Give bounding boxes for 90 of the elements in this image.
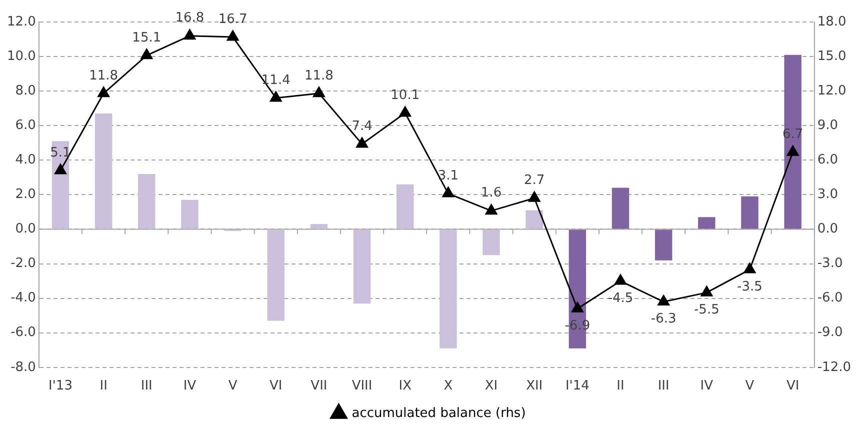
bar: [526, 210, 543, 229]
x-tick-label: XI: [484, 378, 498, 394]
bar: [741, 196, 758, 229]
data-label: 16.7: [218, 12, 248, 27]
y2-tick-label: -3.0: [817, 256, 843, 272]
point: [442, 186, 454, 198]
bar: [784, 54, 802, 229]
point: [184, 29, 196, 40]
y-tick-label: 8.0: [15, 83, 36, 98]
x-tick-label: I'13: [48, 378, 72, 394]
data-label: 5.1: [50, 145, 71, 160]
y2-tick-label: -9.0: [817, 325, 843, 340]
bar: [654, 230, 672, 260]
data-label: 16.8: [175, 10, 204, 26]
point: [700, 286, 713, 296]
data-label: -3.5: [737, 279, 762, 294]
point: [54, 164, 66, 174]
point: [270, 91, 282, 102]
point: [571, 302, 584, 312]
data-label: 15.1: [132, 30, 162, 46]
data-label: 7.4: [352, 118, 372, 134]
point: [744, 262, 756, 274]
x-tick-label: II: [100, 378, 108, 394]
y2-tick-label: -12.0: [817, 360, 852, 375]
x-tick-label: IX: [398, 378, 412, 394]
point: [356, 137, 368, 148]
y-tick-label: -4.0: [10, 290, 36, 306]
bar: [482, 230, 500, 256]
x-tick-label: IV: [700, 378, 714, 394]
y-tick-label: 6.0: [15, 118, 36, 133]
y-tick-label: -6.0: [10, 325, 36, 340]
data-label: 2.7: [524, 173, 545, 188]
bar: [353, 230, 371, 304]
x-tick-label: III: [658, 378, 670, 394]
data-label: 11.8: [89, 68, 118, 84]
y-tick-label: 4.0: [15, 152, 36, 168]
y-tick-label: -8.0: [10, 360, 36, 375]
data-label: 10.1: [390, 88, 420, 103]
point: [786, 145, 799, 156]
data-label: -6.3: [650, 312, 676, 327]
x-tick-label: VI: [270, 378, 282, 394]
point: [485, 204, 498, 215]
data-label: 3.1: [438, 168, 459, 184]
legend-label: accumulated balance (rhs): [352, 406, 526, 421]
y-tick-label: 12.0: [6, 14, 36, 30]
point: [528, 191, 540, 202]
bar: [440, 230, 457, 348]
y2-tick-label: 15.0: [817, 48, 846, 64]
x-tick-label: V: [745, 378, 754, 394]
y2-tick-label: -6.0: [817, 290, 843, 306]
x-tick-label: VIII: [352, 378, 372, 394]
x-tick-label: VII: [310, 378, 328, 394]
point: [313, 86, 325, 98]
y2-tick-label: 12.0: [817, 83, 846, 98]
y-tick-label: -2.0: [10, 256, 36, 272]
bar: [310, 224, 328, 229]
point: [658, 295, 670, 306]
point: [226, 30, 239, 41]
bar: [181, 200, 198, 229]
bar: [267, 230, 284, 321]
y2-tick-label: 9.0: [817, 118, 838, 133]
bar: [612, 188, 630, 229]
point: [614, 274, 626, 285]
data-label: -5.5: [694, 302, 720, 318]
x-tick-label: III: [140, 378, 152, 394]
y-tick-label: 10.0: [6, 48, 36, 64]
y2-tick-label: 0.0: [817, 222, 838, 237]
y2-tick-label: 18.0: [817, 14, 846, 30]
point: [140, 48, 153, 60]
data-label: 1.6: [480, 186, 502, 201]
x-tick-label: II: [616, 378, 624, 394]
bar: [94, 114, 112, 229]
data-label: 11.8: [304, 68, 334, 84]
point: [399, 106, 412, 117]
x-tick-label: VI: [786, 378, 800, 394]
y2-tick-label: 6.0: [817, 152, 838, 168]
bar: [698, 217, 716, 229]
bar: [138, 174, 156, 229]
bar: [396, 184, 414, 229]
x-tick-label: XII: [526, 378, 543, 394]
data-label: -4.5: [608, 290, 634, 306]
y-tick-label: 0.0: [15, 222, 36, 237]
point: [98, 86, 110, 98]
bar: [52, 141, 70, 229]
x-tick-label: IV: [183, 378, 196, 394]
x-tick-label: X: [444, 378, 453, 394]
x-tick-label: V: [228, 378, 238, 394]
x-tick-label: I'14: [565, 378, 590, 394]
y-tick-label: 2.0: [15, 187, 36, 202]
y2-tick-label: 3.0: [817, 187, 838, 202]
